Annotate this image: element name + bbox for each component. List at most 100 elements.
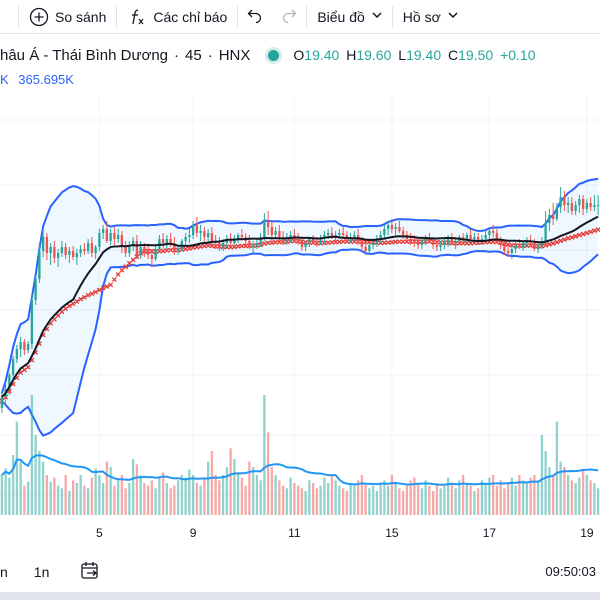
volume-bar	[128, 483, 131, 515]
candle	[23, 339, 26, 355]
compare-button[interactable]: So sánh	[19, 0, 116, 34]
ma-red-point	[569, 234, 575, 240]
ma-red-point	[66, 303, 72, 309]
candle	[383, 225, 386, 239]
profile-menu-button[interactable]: Hồ sơ	[393, 0, 468, 34]
clock-readout[interactable]: 09:50:03	[545, 564, 596, 579]
range-5d-button[interactable]: n	[0, 564, 8, 580]
exchange-label: HNX	[218, 46, 251, 64]
volume-bar	[469, 485, 472, 515]
volume-bar	[525, 483, 529, 515]
candle	[503, 241, 506, 255]
candle-body	[319, 239, 322, 243]
candle	[581, 195, 585, 215]
candle	[559, 187, 562, 213]
ma-red-point	[198, 244, 204, 250]
candle	[199, 225, 202, 241]
volume-bar	[533, 475, 536, 515]
candle	[266, 211, 270, 235]
candle-body	[199, 231, 202, 233]
close-value: 19.50	[458, 47, 494, 63]
x-axis-tick-label: 17	[483, 526, 497, 540]
bollinger-lower-line	[1, 248, 599, 437]
candle-body	[225, 239, 229, 243]
volume-bar	[165, 483, 169, 515]
candle	[300, 239, 304, 251]
candle-body	[90, 243, 94, 253]
candle	[83, 243, 86, 255]
goto-date-button[interactable]	[73, 561, 107, 584]
candle-body	[184, 237, 187, 241]
candle-body	[274, 231, 277, 235]
candle	[510, 245, 514, 259]
candle-body	[559, 197, 562, 207]
volume-bar	[214, 475, 217, 515]
add-circle-icon	[29, 7, 49, 27]
volume-bar	[338, 485, 341, 515]
candle-body	[566, 203, 570, 205]
candle	[188, 229, 191, 243]
volume-bar	[491, 475, 495, 515]
candle	[218, 237, 221, 251]
redo-button[interactable]	[272, 0, 306, 34]
volume-bar	[476, 488, 480, 515]
candle-body	[38, 251, 41, 279]
bottom-bar: n 1n 09:50:03	[0, 552, 600, 592]
ma-red-point	[123, 264, 129, 270]
volume-bar	[30, 395, 34, 515]
volume-bar	[566, 475, 570, 515]
volume-bar	[8, 477, 11, 515]
volume-bar	[176, 480, 180, 515]
toolbar-divider	[18, 5, 19, 28]
candle	[514, 241, 517, 253]
candle-body	[221, 243, 225, 247]
chart-menu-button[interactable]: Biểu đồ	[307, 0, 391, 34]
volume-bar	[563, 467, 566, 515]
candle-body	[506, 251, 510, 253]
candle-body	[431, 241, 435, 245]
undo-button[interactable]	[238, 0, 272, 34]
high-key: H	[346, 47, 357, 63]
volume-bar	[19, 461, 22, 515]
candle-body	[218, 243, 221, 247]
candle-body	[68, 251, 71, 255]
volume-bar	[38, 451, 41, 515]
candle-body	[338, 233, 341, 235]
candle-body	[375, 239, 379, 243]
bollinger-upper-line	[0, 177, 599, 394]
volume-bar	[413, 477, 416, 515]
open-key: O	[293, 47, 305, 63]
candle	[386, 221, 390, 235]
range-1m-button[interactable]: 1n	[33, 564, 50, 580]
candle	[45, 233, 49, 260]
candle-body	[473, 237, 476, 239]
ma-red-point	[115, 271, 121, 277]
volume-bar	[199, 485, 202, 515]
candle	[274, 227, 277, 239]
volume-bar	[375, 491, 379, 515]
ma-red-point	[160, 248, 166, 254]
candle-body	[210, 233, 214, 241]
candle-body	[154, 249, 157, 259]
candle	[555, 203, 559, 221]
volume-bar	[559, 461, 562, 515]
candle-body	[49, 247, 52, 253]
candle	[79, 245, 82, 257]
candle-body	[574, 205, 577, 211]
candle	[86, 239, 90, 254]
price-chart[interactable]: 5 9 11 15 17 19	[0, 95, 600, 543]
symbol-title[interactable]: hâu Á - Thái Bình Dương	[0, 46, 169, 64]
candle	[248, 235, 251, 249]
volume-bar	[596, 488, 600, 515]
volume-bar	[191, 475, 195, 515]
volume-bar	[461, 475, 465, 515]
indicators-button[interactable]: Các chỉ báo	[117, 0, 237, 34]
candle-body	[469, 235, 472, 239]
candle-body	[34, 279, 37, 300]
volume-bar	[120, 475, 124, 515]
candle-body	[548, 215, 551, 223]
candle-body	[413, 241, 416, 243]
candle-body	[266, 221, 270, 227]
candle-body	[64, 247, 67, 255]
candle-body	[401, 231, 405, 235]
